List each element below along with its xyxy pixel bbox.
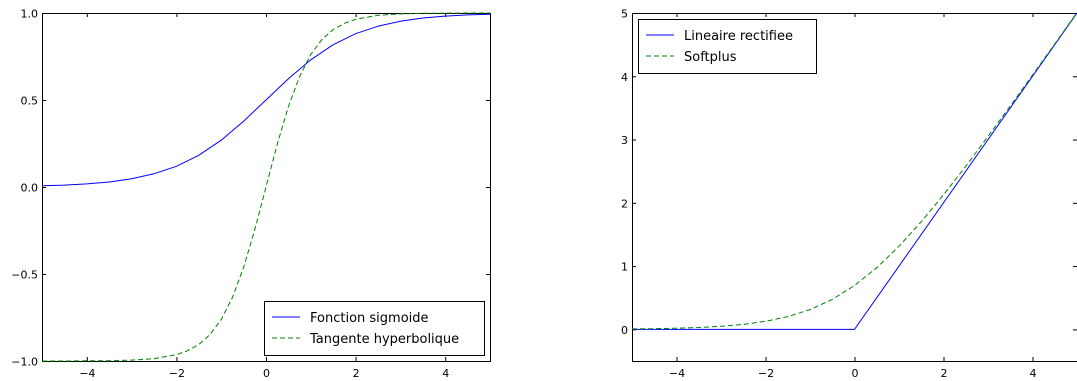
series-lines [41,12,491,362]
legend-label: Fonction sigmoide [310,311,429,326]
series-lines [631,12,1077,330]
y-tick-label: 1 [621,261,628,274]
legend-box [638,19,817,74]
legend: Lineaire rectifiee Softplus [638,19,817,74]
relu-softplus-chart: −4 −2 0 2 4 0 1 2 3 4 5 Lineaire rectifiee Softplus [621,8,1077,380]
series-line-1 [631,12,1077,330]
y-tick-label: −0.5 [11,269,38,282]
x-tick-label: −4 [79,367,95,380]
y-tick-label: 0.0 [21,182,39,195]
x-tick-label: 0 [852,367,859,380]
y-tick-label: 3 [621,134,628,147]
axis-ticks: −4 −2 0 2 4 0 1 2 3 4 5 [621,8,1077,380]
legend: Fonction sigmoide Tangente hyperbolique [264,301,485,356]
x-tick-label: 4 [1030,367,1037,380]
y-tick-label: 1.0 [21,8,39,21]
x-tick-label: 4 [442,367,449,380]
series-line-0 [41,13,491,187]
series-line-1 [42,12,490,362]
legend-label: Softplus [684,50,737,65]
legend-label: Tangente hyperbolique [309,332,459,347]
legend-label: Lineaire rectifiee [684,29,793,44]
y-tick-label: 4 [621,71,628,84]
y-tick-label: 0 [621,324,628,337]
y-tick-label: 0.5 [21,95,39,108]
x-tick-label: −2 [169,367,185,380]
y-tick-label: −1.0 [11,356,38,369]
series-line-0 [632,12,1077,330]
legend-box [264,301,485,356]
x-tick-label: 0 [263,367,270,380]
axis-ticks: −4 −2 0 2 4 −1.0 −0.5 0.0 0.5 1.0 [11,8,490,380]
x-tick-label: −2 [758,367,774,380]
y-tick-label: 5 [621,8,628,21]
sigmoid-tanh-chart: −4 −2 0 2 4 −1.0 −0.5 0.0 0.5 1.0 Fonction sigmoi… [11,8,491,380]
x-tick-label: 2 [941,367,948,380]
x-tick-label: 2 [353,367,360,380]
x-tick-label: −4 [669,367,685,380]
y-tick-label: 2 [621,197,628,210]
